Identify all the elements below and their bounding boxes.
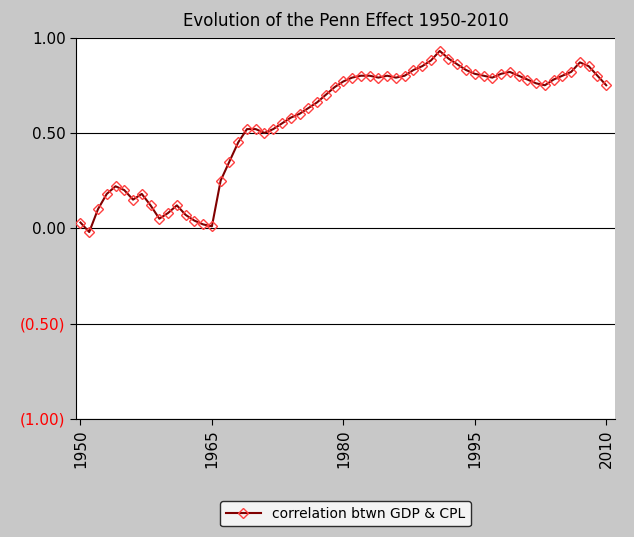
Legend: correlation btwn GDP & CPL: correlation btwn GDP & CPL bbox=[221, 501, 470, 526]
Title: Evolution of the Penn Effect 1950-2010: Evolution of the Penn Effect 1950-2010 bbox=[183, 12, 508, 31]
